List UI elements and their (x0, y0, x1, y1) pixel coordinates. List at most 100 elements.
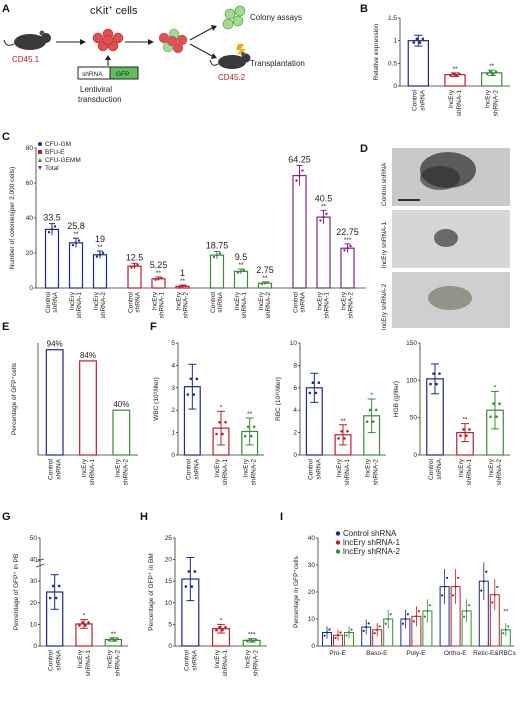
data-point (452, 594, 455, 597)
data-point (254, 638, 258, 642)
panel-d-images: Control shRNA lncEry shRNA-1 lncEry shRN… (381, 148, 510, 330)
y-tick-label: 25 (165, 535, 173, 542)
data-point (160, 276, 163, 280)
sig-marker: ** (262, 275, 268, 282)
data-point (485, 72, 489, 76)
data-label: 40% (113, 400, 129, 409)
data-point (496, 585, 499, 589)
data-point (325, 212, 328, 215)
data-point (246, 425, 250, 429)
data-point (345, 634, 348, 637)
cell-0 (92, 32, 104, 44)
data-point (81, 621, 84, 624)
x-tick-label: shRNA-1 (456, 90, 463, 117)
x-tick-label: shRNA-2 (253, 650, 260, 677)
data-point (337, 437, 340, 440)
sig-marker: * (220, 404, 223, 411)
x-tick-label: Control (45, 291, 52, 313)
x-tick-label: Pro-E (329, 650, 346, 657)
data-point (462, 428, 465, 431)
y-tick-label: 20 (308, 589, 316, 596)
bar (127, 265, 142, 289)
y-tick-label: 2 (171, 407, 175, 414)
legend-label: Control shRNA (343, 529, 397, 538)
x-tick-label: lncEry (81, 458, 88, 477)
arrow-2-head (148, 39, 154, 45)
data-point (319, 219, 322, 222)
panel-letter-i: I (280, 511, 283, 523)
x-tick-label: shRNA-1 (89, 459, 96, 486)
panel-letter-e: E (2, 321, 9, 333)
x-tick-label: shRNA-2 (183, 292, 190, 319)
sig-marker: ** (111, 631, 117, 638)
data-point (325, 631, 329, 634)
x-tick-label: shRNA (300, 291, 307, 312)
data-point (154, 278, 157, 281)
x-tick-label: shRNA (56, 649, 63, 670)
donor-mouse-icon (3, 30, 51, 50)
sig-marker: * (220, 617, 223, 624)
data-point (406, 613, 409, 616)
data-point (189, 377, 193, 381)
gfp-label: GFP (116, 71, 129, 78)
x-tick-label: lncEry (214, 458, 221, 477)
data-point (423, 615, 426, 618)
data-point (295, 179, 298, 182)
data-point (224, 420, 227, 424)
sig-marker: *** (248, 632, 256, 639)
data-point (468, 604, 471, 607)
x-tick-label: Control (48, 458, 55, 480)
bar (79, 360, 97, 456)
data-point (374, 408, 378, 412)
x-tick-label: lncEry (176, 291, 183, 310)
y-tick-label: 6 (293, 385, 297, 392)
bar (44, 228, 60, 289)
recipient-label: CD45.2 (218, 73, 246, 82)
data-point (322, 215, 325, 219)
y-axis-label: Relative expression (373, 23, 380, 80)
arrow-transplant (189, 43, 213, 57)
data-point (438, 372, 441, 375)
mixed-cell-4 (172, 42, 184, 54)
data-label: 84% (80, 351, 96, 360)
sig-marker: ** (489, 63, 495, 70)
chart-f2: 0 2 4 6 8 10 RBC (10¹²/liter) Control shRNA ** lnc… (275, 340, 386, 485)
data-point (215, 432, 218, 436)
legend-label: lncEry shRNA-2 (343, 547, 400, 556)
data-point (98, 253, 102, 256)
x-tick-label: lncEry (114, 458, 121, 477)
bar (92, 254, 108, 289)
data-point (441, 594, 444, 597)
x-tick-label: lncEry (152, 291, 159, 310)
y-tick-label: 50 (410, 415, 418, 422)
data-point (415, 615, 418, 618)
x-tick-label: shRNA-2 (373, 459, 380, 486)
y-tick-label: 0 (293, 452, 297, 459)
data-point (218, 252, 222, 255)
gfp-box (109, 66, 139, 80)
legend-label: CFU-GEMM (45, 157, 81, 164)
x-tick-label: shRNA (191, 649, 198, 670)
x-tick-label: lncEry (341, 291, 348, 310)
y-axis-label: HGB (g/liter) (393, 381, 400, 417)
data-point (110, 637, 114, 641)
y-tick-label: 60 (26, 180, 34, 187)
data-point (458, 72, 461, 76)
data-point (507, 625, 510, 628)
y-tick-label: 20 (165, 557, 173, 564)
x-tick-label: shRNA (315, 458, 322, 479)
y-tick-label: 0 (171, 452, 175, 459)
data-point (373, 632, 376, 635)
data-point (412, 41, 416, 44)
chart-e: Percentage of GFP⁺cells 94% Control shRNA 84… (11, 340, 138, 486)
y-tick-label: 40 (30, 557, 38, 564)
y-tick-label: 80 (26, 145, 34, 152)
data-point (74, 241, 78, 245)
legend-label: BFU-E (45, 149, 65, 156)
data-point (346, 430, 349, 433)
data-point (50, 228, 54, 231)
y-tick-label: 20 (26, 250, 34, 257)
data-label: 1 (180, 268, 185, 278)
data-point (184, 585, 188, 588)
